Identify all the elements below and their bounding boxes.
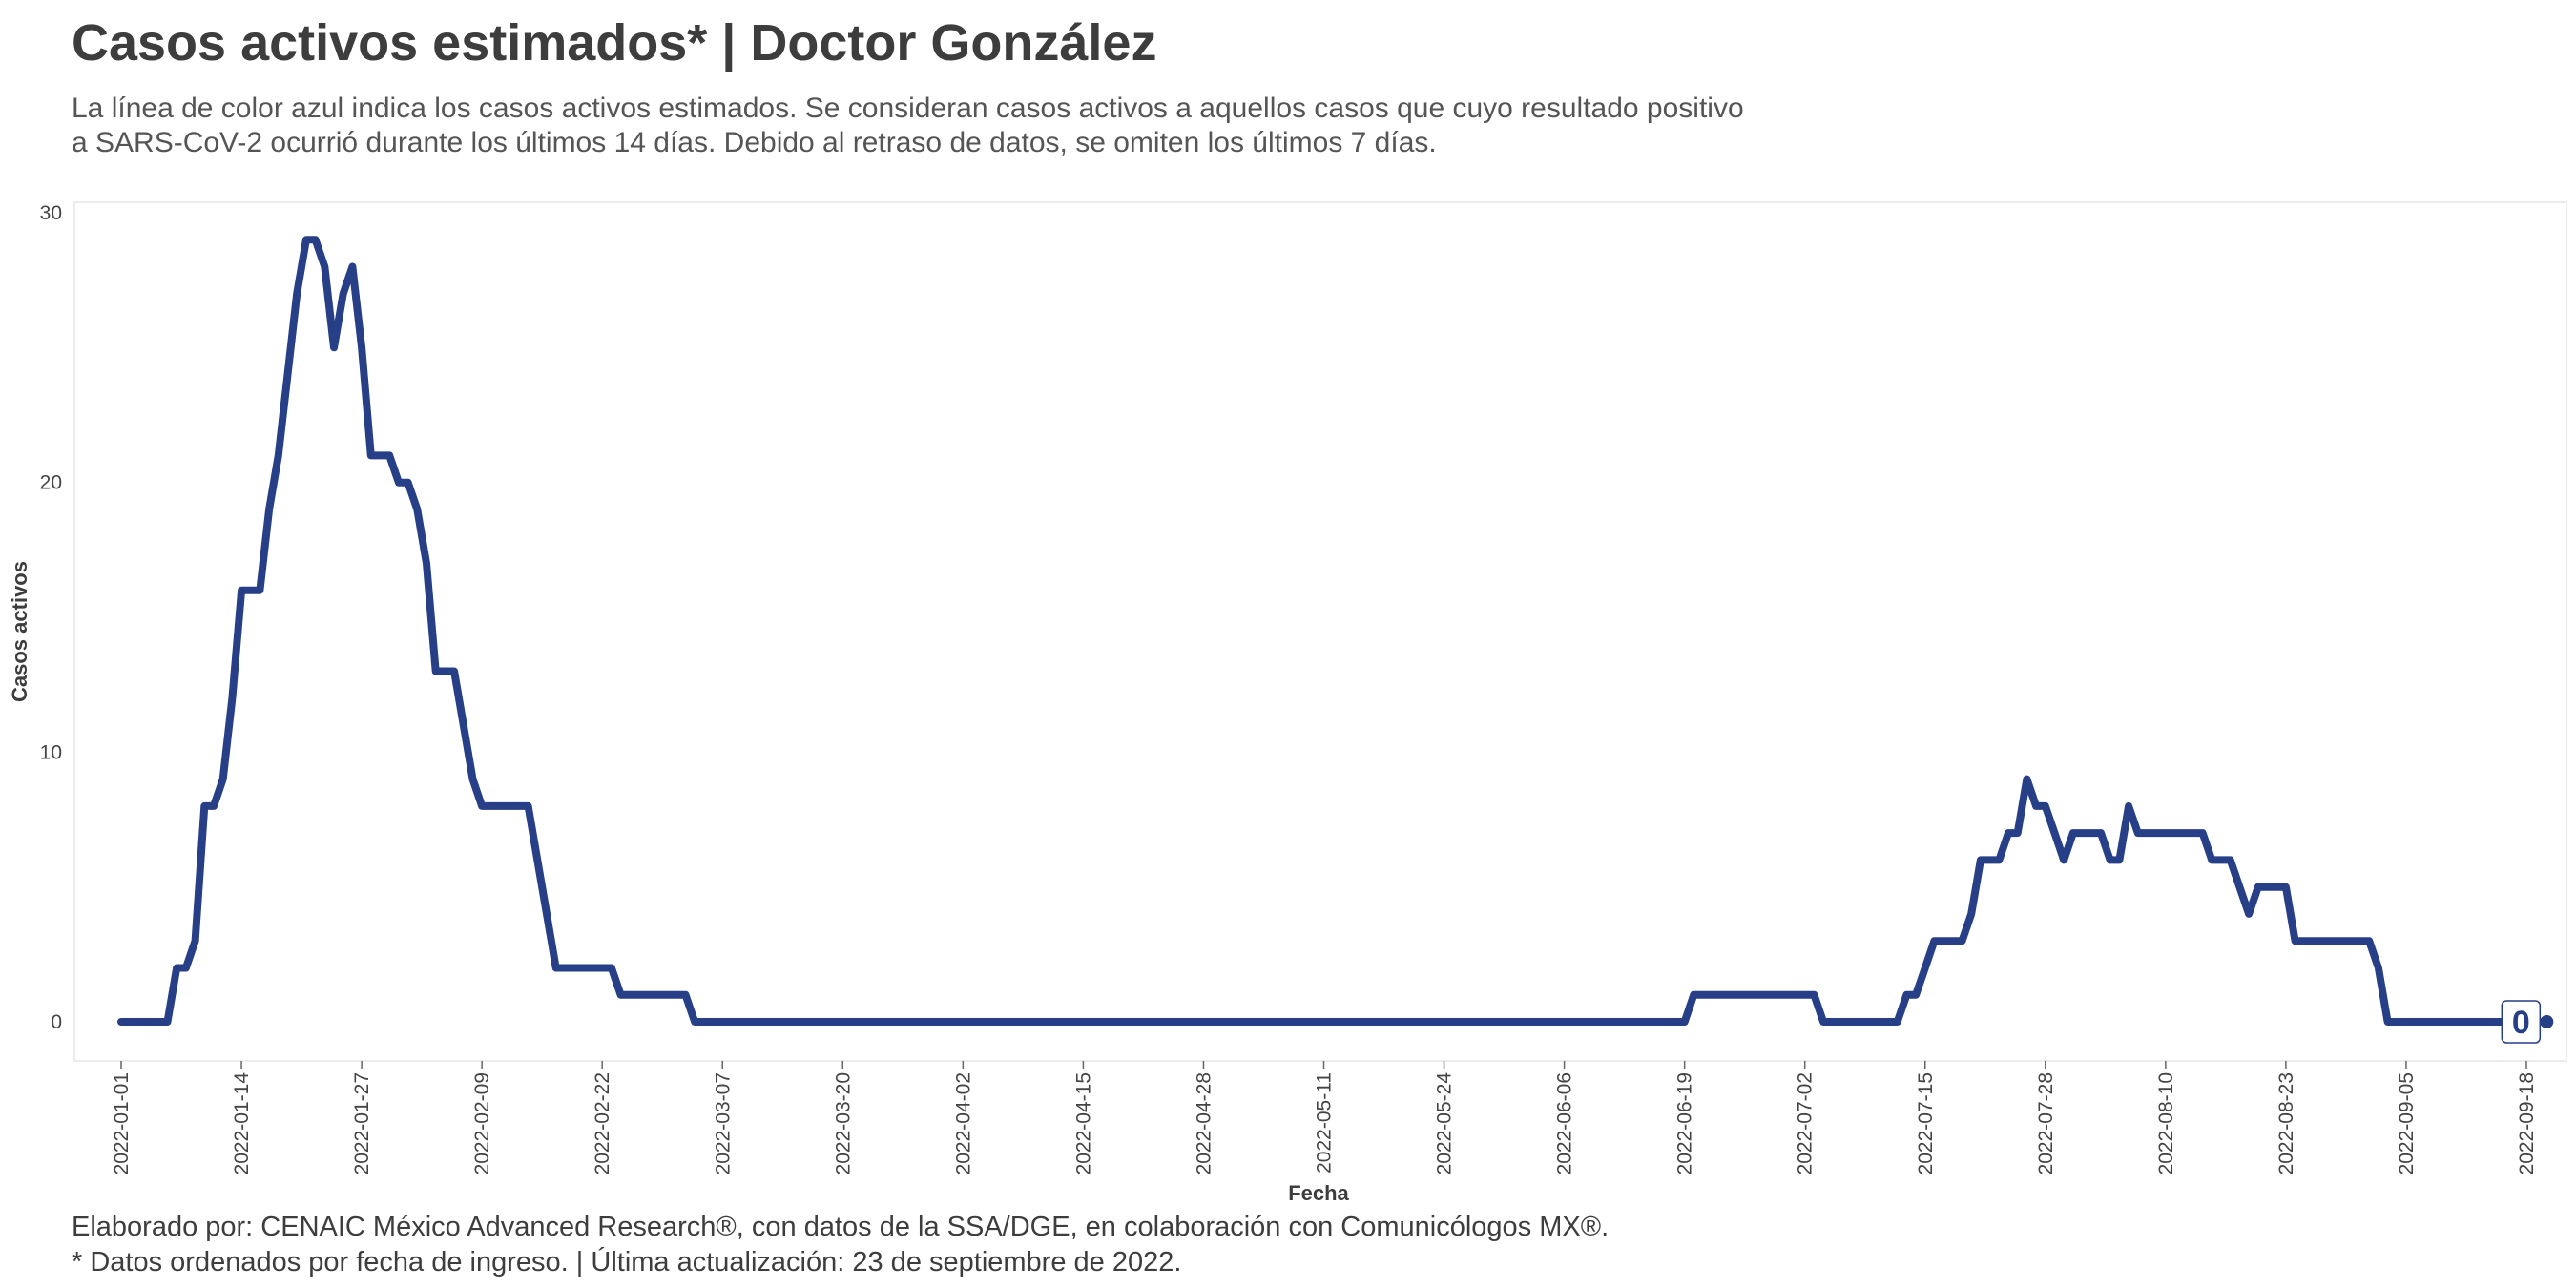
end-value-label-box [2501, 1000, 2542, 1044]
x-tick-label: 2022-01-27 [351, 1072, 373, 1174]
x-tick-label: 2022-04-15 [1072, 1072, 1094, 1174]
y-tick-label: 0 [51, 1011, 62, 1033]
end-point-marker [2540, 1015, 2554, 1028]
y-tick-label: 20 [40, 472, 62, 494]
chart-caption: Elaborado por: CENAIC México Advanced Re… [72, 1210, 1609, 1280]
x-tick-label: 2022-04-02 [952, 1072, 974, 1174]
end-value-label-text: 0 [2512, 1005, 2530, 1041]
x-tick-label: 2022-09-18 [2516, 1072, 2538, 1174]
x-tick-label: 2022-01-01 [111, 1072, 133, 1174]
series-line-casos-activos [117, 236, 2522, 1026]
x-tick-label: 2022-02-09 [471, 1072, 493, 1174]
x-tick-label: 2022-06-06 [1554, 1072, 1576, 1174]
x-tick-label: 2022-08-23 [2275, 1072, 2297, 1174]
plot-panel [73, 201, 2567, 1062]
y-tick-label: 30 [40, 202, 62, 224]
x-tick-label: 2022-05-24 [1434, 1072, 1456, 1175]
subtitle-line-1: La línea de color azul indica los casos … [72, 93, 1744, 124]
x-tick-label: 2022-07-15 [1915, 1072, 1937, 1174]
x-tick-label: 2022-07-02 [1795, 1072, 1817, 1174]
y-axis-ticks: 0 10 20 30 [40, 202, 62, 1033]
x-tick-label: 2022-01-14 [231, 1072, 253, 1175]
x-tick-label: 2022-05-11 [1314, 1072, 1336, 1174]
y-tick-label: 10 [40, 741, 62, 763]
chart-subtitle: La línea de color azul indica los casos … [72, 92, 1884, 160]
caption-line-1: Elaborado por: CENAIC México Advanced Re… [72, 1212, 1610, 1242]
x-tick-label: 2022-04-28 [1193, 1072, 1215, 1174]
x-tick-label: 2022-09-05 [2396, 1072, 2418, 1174]
x-tick-label: 2022-06-19 [1674, 1072, 1696, 1174]
end-value-label: 0 [2501, 1000, 2542, 1044]
x-tick-label: 2022-02-22 [592, 1072, 613, 1174]
x-tick-label: 2022-08-10 [2155, 1072, 2177, 1174]
x-tick-label: 2022-03-20 [832, 1072, 854, 1174]
chart-title: Casos activos estimados* | Doctor Gonzál… [72, 14, 1157, 72]
subtitle-line-2: a SARS-CoV-2 ocurrió durante los últimos… [72, 127, 1437, 158]
caption-line-2: * Datos ordenados por fecha de ingreso. … [72, 1247, 1182, 1278]
x-axis-ticks: 2022-01-01 2022-01-14 2022-01-27 2022-02-09… [111, 1061, 2538, 1174]
x-tick-label: 2022-07-28 [2035, 1072, 2057, 1174]
y-axis-title: Casos activos [8, 561, 31, 702]
x-axis-title: Fecha [1288, 1181, 1349, 1205]
x-tick-label: 2022-03-07 [712, 1072, 734, 1174]
